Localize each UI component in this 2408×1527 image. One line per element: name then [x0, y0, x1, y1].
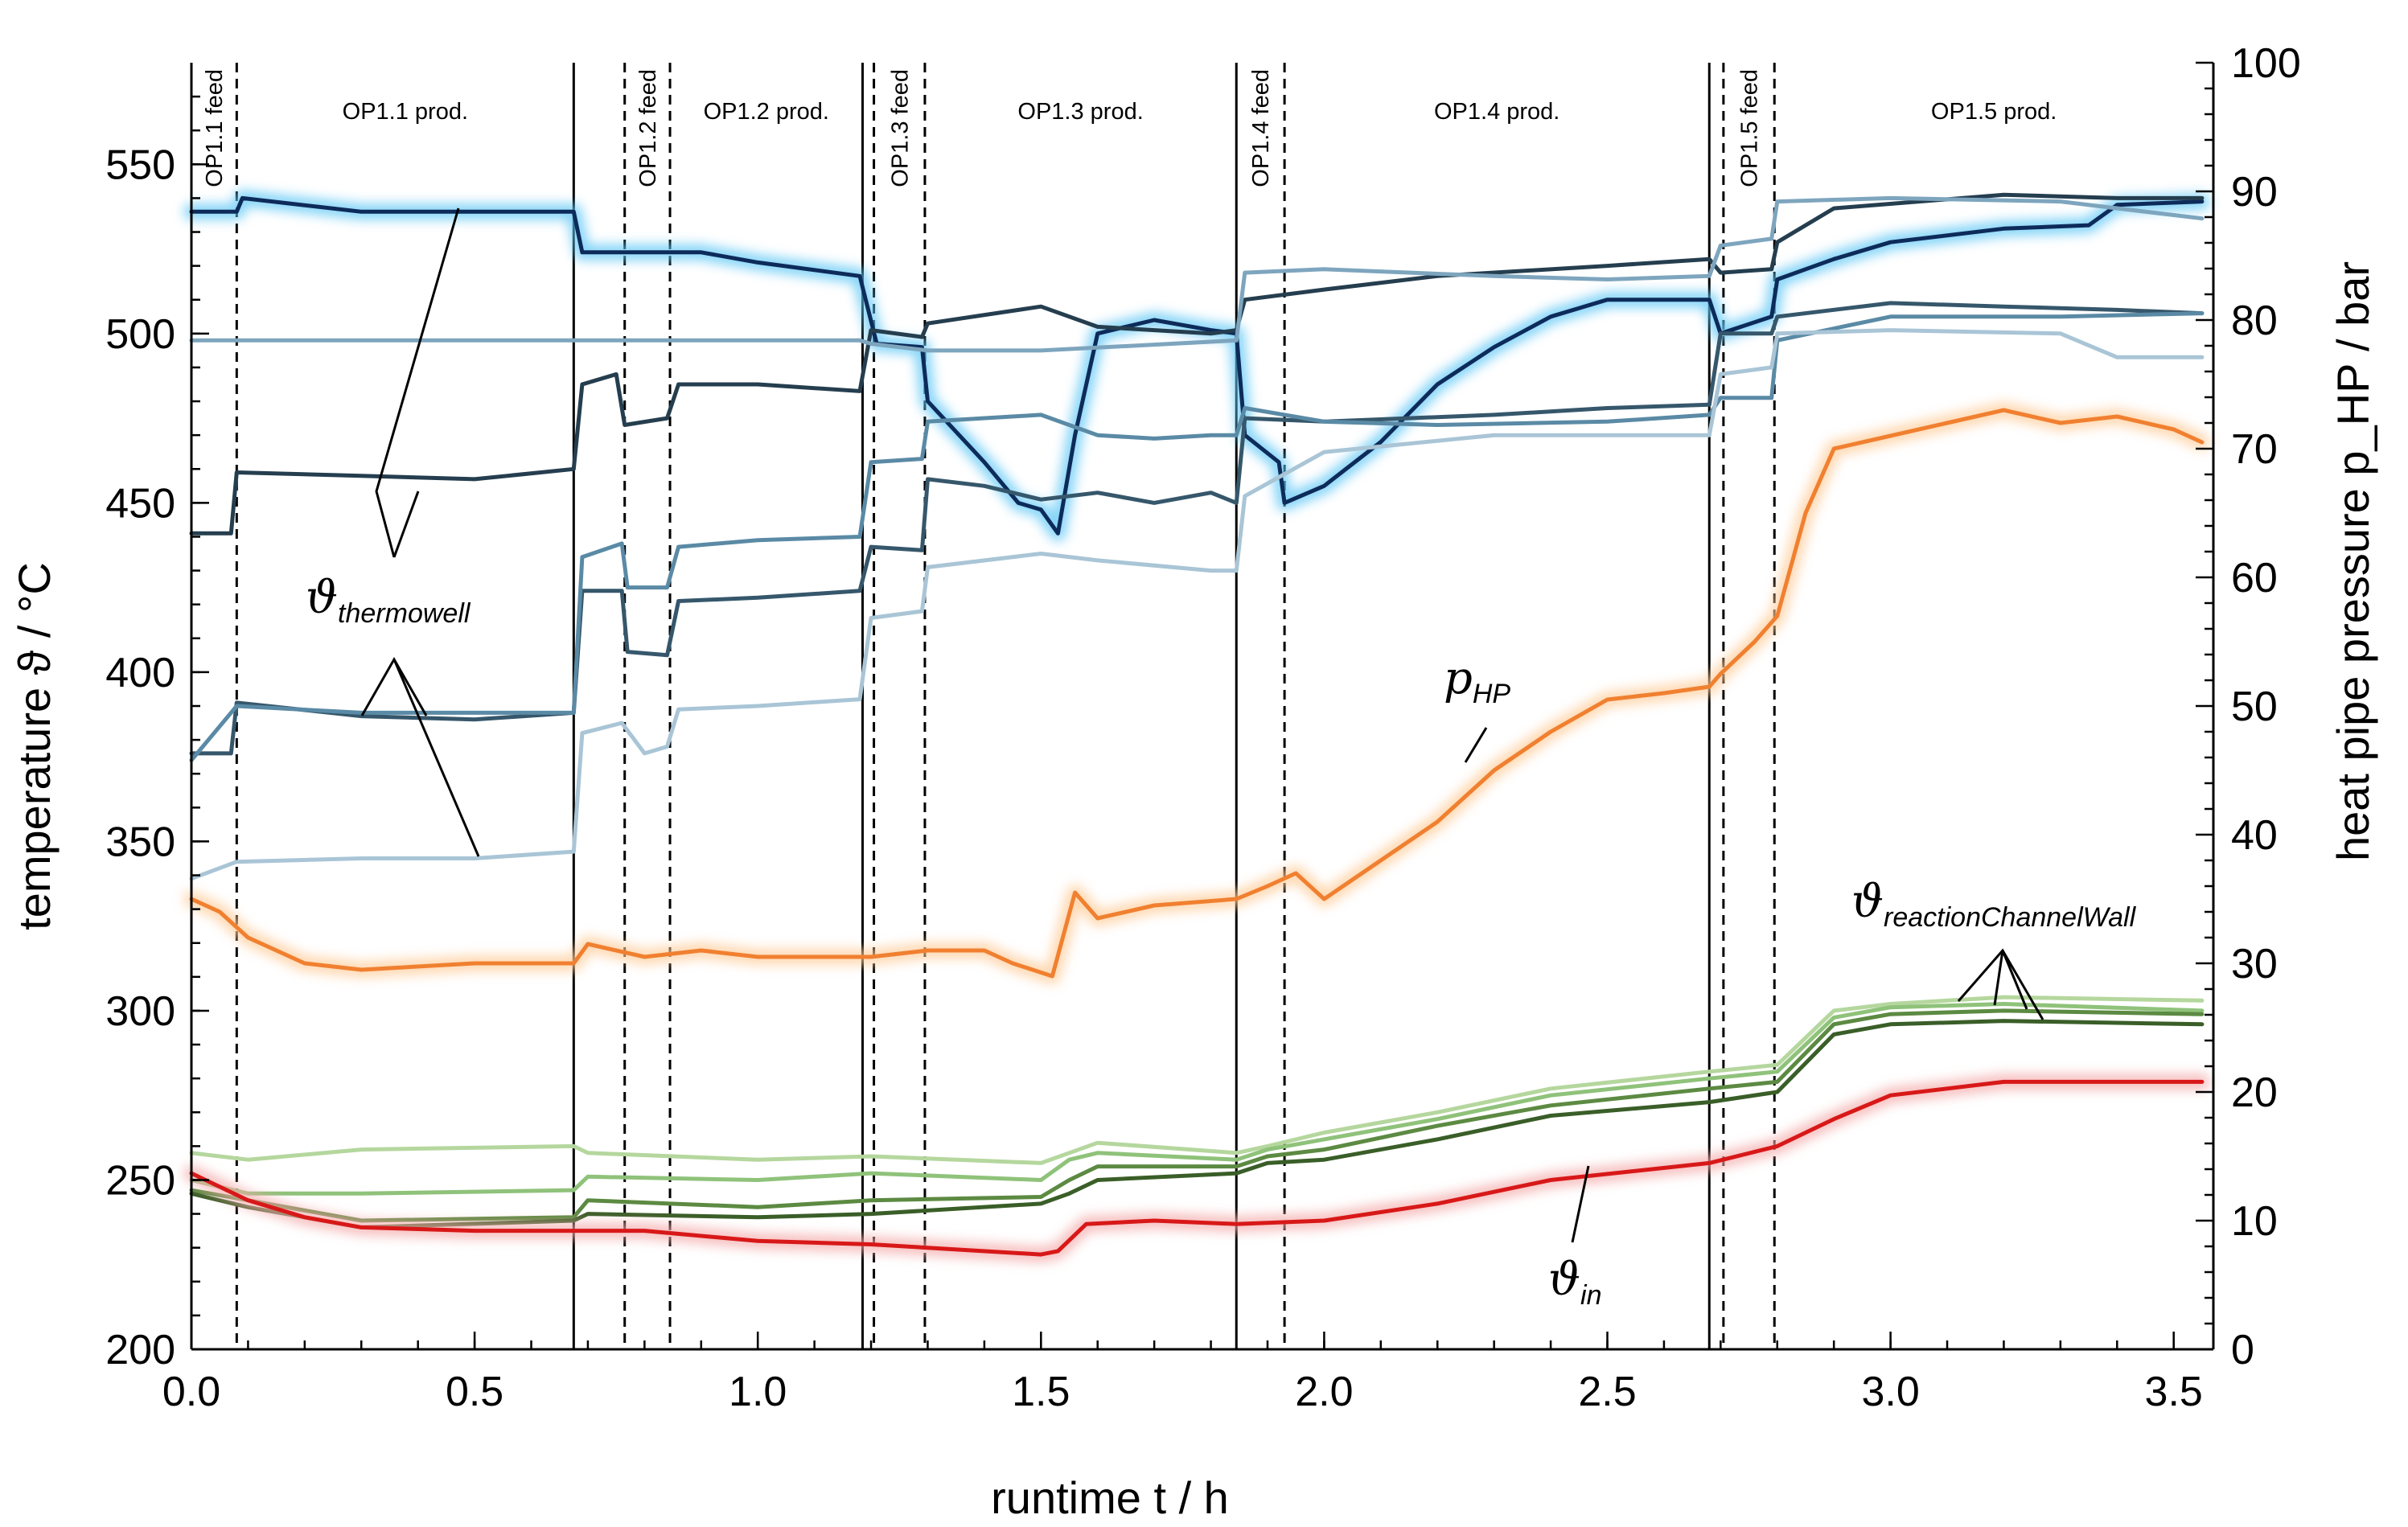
y-right-tick-label: 40 — [2231, 812, 2278, 859]
y-right-tick-label: 10 — [2231, 1198, 2278, 1245]
x-tick-label: 1.5 — [1012, 1369, 1070, 1415]
phase-label-feed: OP1.5 feed — [1737, 69, 1763, 187]
series-line-p-hp — [189, 408, 2205, 979]
series-line-thermowell-4 — [189, 311, 2205, 762]
svg-text:pHP: pHP — [1444, 652, 1510, 709]
in-annotation: ϑin — [1548, 1165, 1602, 1311]
phase-label-prod: OP1.2 prod. — [704, 99, 829, 125]
series-line-reactionchannelwall-4 — [189, 1019, 2205, 1229]
x-tick-label: 3.5 — [2145, 1369, 2203, 1415]
y-left-tick-label: 350 — [105, 819, 175, 865]
y-right-tick-label: 60 — [2231, 555, 2278, 601]
x-axis-label: runtime t / h — [991, 1472, 1229, 1523]
series-line-in — [189, 1079, 2205, 1257]
phase-label-prod: OP1.4 prod. — [1434, 99, 1559, 125]
y-right-tick-label: 90 — [2231, 169, 2278, 216]
series-line-thermowell-1 — [189, 195, 2205, 536]
y-right-tick-label: 0 — [2231, 1327, 2254, 1373]
x-tick-label: 0.5 — [446, 1369, 503, 1415]
phase-label-prod: OP1.5 prod. — [1931, 99, 2057, 125]
phase-label-feed: OP1.2 feed — [635, 69, 661, 187]
series-glow — [183, 190, 2210, 542]
y-right-tick-label: 20 — [2231, 1069, 2278, 1116]
phase-lines — [235, 63, 1776, 1349]
phase-label-feed: OP1.1 feed — [202, 69, 228, 187]
rcw-annotation: ϑreactionChannelWall — [1851, 876, 2137, 1020]
phase-label-prod: OP1.1 prod. — [343, 99, 468, 125]
y-left-tick-label: 500 — [105, 311, 175, 358]
series-line-thermowell-6 — [189, 328, 2205, 881]
y-right-tick-label: 100 — [2231, 40, 2301, 87]
x-tick-label: 1.0 — [729, 1369, 787, 1415]
svg-text:ϑthermowell: ϑthermowell — [306, 572, 471, 629]
series-line-thermowell-2 — [189, 192, 2205, 536]
phase-label-prod: OP1.3 prod. — [1017, 99, 1143, 125]
y-right-tick-label: 50 — [2231, 683, 2278, 730]
series-line-thermowell-3 — [189, 301, 2205, 756]
x-tick-label: 2.5 — [1578, 1369, 1636, 1415]
y-left-tick-label: 300 — [105, 988, 175, 1035]
thermowell-annotation: ϑthermowell — [306, 207, 480, 857]
axes-frame: 0.0 0.5 1.0 1.5 2.0 2.5 3.0 3.52002503003504004… — [105, 40, 2301, 1415]
y-left-tick-label: 400 — [105, 650, 175, 696]
y-left-tick-label: 250 — [105, 1157, 175, 1204]
y-left-tick-label: 200 — [105, 1327, 175, 1373]
series-line-thermowell-5 — [189, 195, 2205, 353]
y-right-tick-label: 70 — [2231, 426, 2278, 473]
php-annotation: pHP — [1444, 652, 1510, 763]
y-right-tick-label: 30 — [2231, 941, 2278, 987]
x-tick-label: 3.0 — [1861, 1369, 1919, 1415]
y-axis-right-label: heat pipe pressure p_HP / bar — [2328, 261, 2378, 861]
y-axis-left-label: temperature ϑ / °C — [9, 562, 60, 930]
svg-text:ϑreactionChannelWall: ϑreactionChannelWall — [1851, 876, 2137, 933]
series-line-reactionchannelwall-1 — [189, 995, 2205, 1165]
x-tick-label: 0.0 — [162, 1369, 220, 1415]
y-left-tick-label: 550 — [105, 142, 175, 188]
y-left-tick-label: 450 — [105, 480, 175, 527]
x-tick-label: 2.0 — [1295, 1369, 1353, 1415]
phase-labels: OP1.1 feed OP1.1 prod. OP1.2 feed OP1.2 pro… — [202, 69, 2057, 187]
svg-text:ϑin: ϑin — [1548, 1254, 1602, 1311]
series-line-reactionchannelwall-2 — [189, 1002, 2205, 1196]
phase-label-feed: OP1.3 feed — [887, 69, 913, 187]
y-right-tick-label: 80 — [2231, 298, 2278, 344]
series-line-reactionchannelwall-3 — [189, 1008, 2205, 1223]
plot-area — [183, 190, 2210, 1263]
phase-label-feed: OP1.4 feed — [1248, 69, 1274, 187]
